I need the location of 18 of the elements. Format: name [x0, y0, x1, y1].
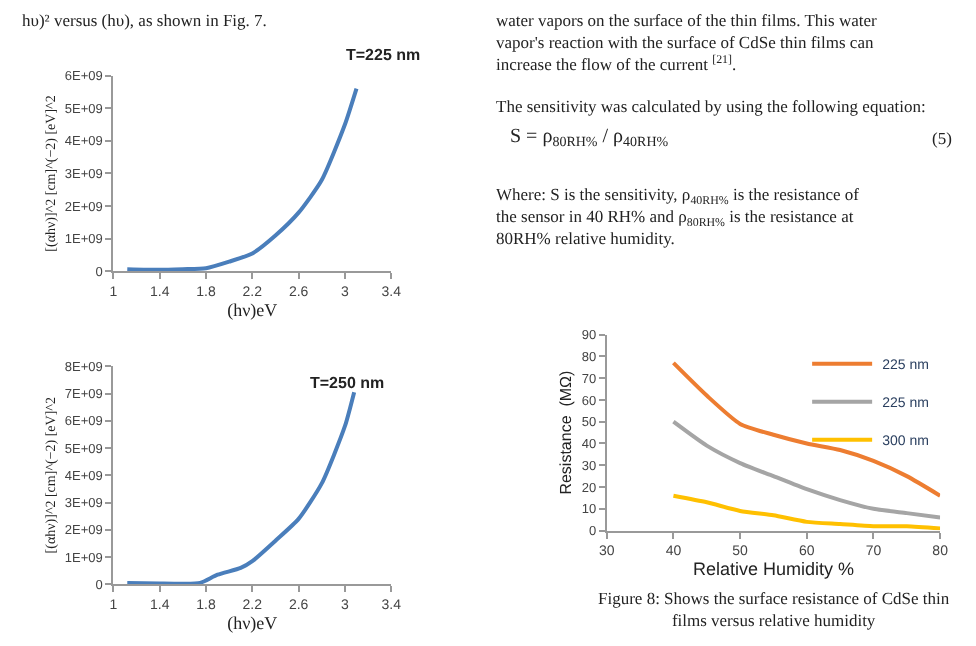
y-axis-title: Resistance (MΩ) [557, 369, 576, 495]
x-axis-title: (hν)eV [227, 613, 279, 634]
line-series [671, 419, 941, 520]
line-series [671, 360, 941, 498]
text: The sensitivity was calculated by using the following equation: [496, 96, 926, 116]
x-axis-title: Relative Humidity % [692, 559, 854, 580]
text: (5) [932, 128, 953, 148]
line-series [125, 390, 357, 585]
caption: Figure 8: Shows the surface resistance of CdSe thin films versus relative humidity [598, 588, 951, 631]
text: Where: S is the sensitivity, ρ$_{40RH%}$ is the resistance of the sensor in 40 RH% and ρ$_{80RH%}$ is the resistance at 80RH% relative humidity. [496, 184, 859, 249]
text: S = ρ$_{80RH%}$ / ρ$_{40RH%}$ [510, 126, 669, 151]
text: T=225 nm [346, 46, 421, 64]
text: hυ)² versus (hυ), as shown in Fig. 7. [22, 10, 267, 30]
line-series [125, 86, 359, 272]
x-axis-title: (hν)eV [227, 300, 279, 321]
line-series [671, 493, 941, 531]
annotation: T=250 nm [310, 374, 385, 392]
text: water vapors on the surface of the thin films. This water vapor's reaction with the surface of CdSe thin films can increase the flow of the current $^{[21]}$. [496, 10, 877, 75]
